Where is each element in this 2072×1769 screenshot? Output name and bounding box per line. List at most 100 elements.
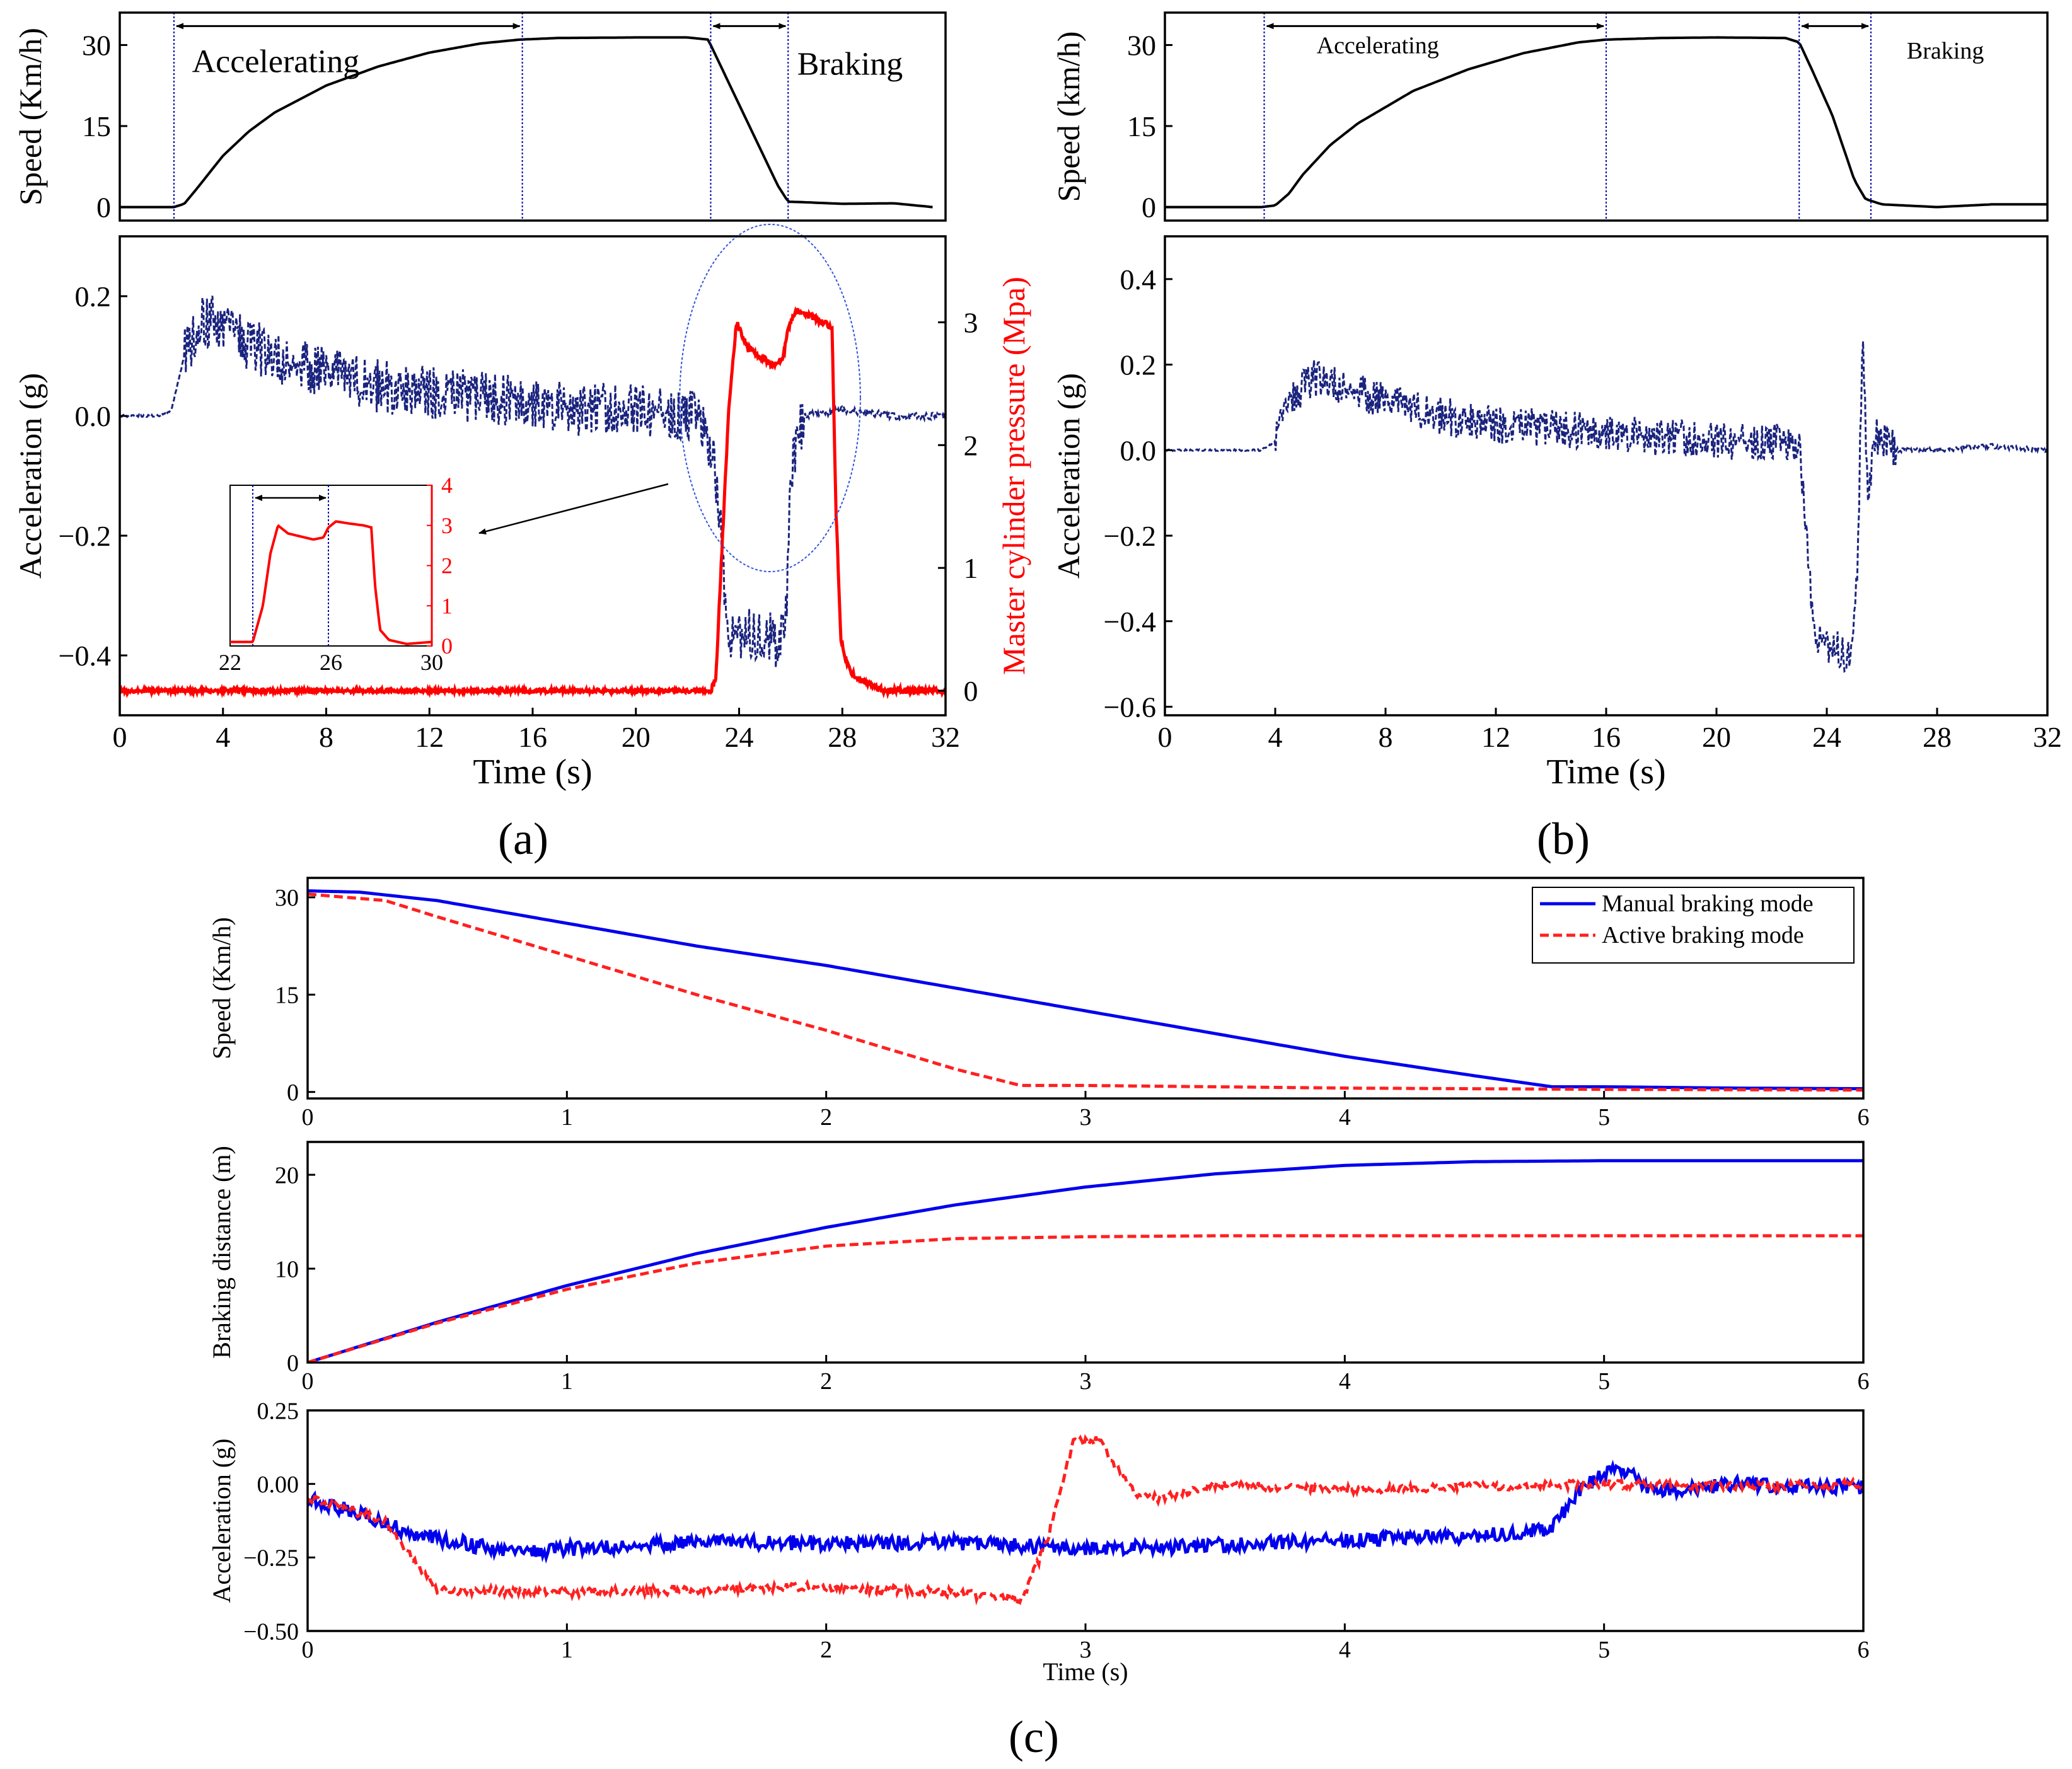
plot-area <box>308 1159 1863 1363</box>
x-tick-label: 0 <box>1158 721 1172 753</box>
y2-tick-label: 0 <box>964 675 978 707</box>
x-tick-label: 4 <box>1339 1104 1351 1131</box>
inset-x-tick-label: 30 <box>420 650 443 675</box>
y-tick-label: 0.2 <box>75 280 112 313</box>
x-tick-label: 5 <box>1598 1104 1610 1131</box>
x-tick-label: 1 <box>561 1368 573 1395</box>
axes-frame <box>119 11 947 222</box>
y2-tick-label: 2 <box>964 429 978 461</box>
x-tick-label: 28 <box>828 721 857 753</box>
inset-x-tick-label: 26 <box>320 650 342 675</box>
y-tick-label: 30 <box>1127 30 1156 62</box>
y-tick-label: −0.4 <box>1104 606 1156 638</box>
inset-y-tick-label: 4 <box>441 473 453 498</box>
x-tick-label: 6 <box>1858 1368 1870 1395</box>
y-tick-label: −0.25 <box>243 1545 299 1572</box>
y-tick-label: 20 <box>275 1162 299 1189</box>
x-tick-label: 1 <box>561 1104 573 1131</box>
x-tick-label: 1 <box>561 1637 573 1663</box>
axes-frame <box>306 1141 1865 1364</box>
panel-b_accel: 0 4 8 12 16 20 24 28 32 −0.6 −0.4 −0.2 0.0 0.2 0.4 Time… <box>1051 235 2062 792</box>
axes-frame <box>1164 11 2049 222</box>
panel-c_speed: 0 1 2 3 4 5 6 0 15 30 Speed (Km/h) Manual braking m… <box>207 877 1870 1131</box>
y-axis-label: Speed (Km/h) <box>207 917 236 1059</box>
x-tick-label: 12 <box>415 721 444 753</box>
y2-tick-label: 3 <box>964 306 978 338</box>
x-tick-label: 32 <box>2033 721 2062 753</box>
x-tick-label: 4 <box>1339 1368 1351 1395</box>
series-line-active-braking-mode <box>308 892 1863 1092</box>
plot-area <box>1165 341 2047 673</box>
x-tick-label: 4 <box>1268 721 1283 753</box>
x-tick-label: 32 <box>931 721 960 753</box>
y-tick-label: 0.2 <box>1120 349 1157 381</box>
panel-c_accel: 0 1 2 3 4 5 6 −0.50 −0.25 0.00 0.25 Time (s) Acceler… <box>207 1398 1870 1686</box>
y-tick-label: −0.2 <box>59 520 111 552</box>
x-tick-label: 20 <box>622 721 651 753</box>
x-tick-label: 5 <box>1598 1368 1610 1395</box>
y-tick-label: −0.50 <box>243 1618 299 1645</box>
pressure-series-line <box>120 306 946 700</box>
y-axis-label: Acceleration (g) <box>207 1439 236 1603</box>
x-tick-label: 3 <box>1080 1637 1092 1663</box>
legend-entry-label: Active braking mode <box>1602 922 1804 948</box>
x-tick-label: 8 <box>1379 721 1393 753</box>
highlight-ellipse <box>679 224 861 572</box>
series-line-speed <box>120 36 933 209</box>
series-line-manual-braking-mode <box>308 1159 1863 1363</box>
y-tick-label: 30 <box>82 30 111 62</box>
y-tick-label: 0.0 <box>1120 434 1157 466</box>
plot-area <box>308 889 1863 1092</box>
y-tick-label: 15 <box>82 110 111 142</box>
y-axis-label: Speed (km/h) <box>1051 32 1086 202</box>
y-tick-label: 0.0 <box>75 400 112 432</box>
x-tick-label: 8 <box>319 721 333 753</box>
legend: Manual braking mode Active braking mode <box>1532 887 1855 964</box>
x-axis-label: Time (s) <box>1043 1657 1128 1686</box>
series-line-acceleration <box>120 296 946 668</box>
inset-frame <box>229 485 432 647</box>
x-tick-label: 16 <box>518 721 547 753</box>
x-tick-label: 6 <box>1858 1104 1870 1131</box>
y-tick-label: −0.4 <box>59 640 111 672</box>
y-axis-label: Acceleration (g) <box>13 373 48 579</box>
x-axis-label: Time (s) <box>1546 752 1665 792</box>
x-tick-label: 0 <box>113 721 127 753</box>
x-tick-label: 6 <box>1858 1637 1870 1663</box>
panel-a_speed: 0 15 30 Speed (Km/h) Accelerating Braking <box>13 11 947 224</box>
y-tick-label: 10 <box>275 1256 299 1282</box>
y-tick-label: 0 <box>1142 192 1156 224</box>
series-line-acceleration <box>1165 341 2047 673</box>
y2-axis-label: Master cylinder pressure (Mpa) <box>996 277 1031 675</box>
panel-label-c: (c) <box>1009 1712 1059 1762</box>
y-axis-label: Speed (Km/h) <box>13 28 48 205</box>
y-tick-label: 0.4 <box>1120 263 1157 296</box>
x-tick-label: 16 <box>1592 721 1621 753</box>
inset-y-tick-label: 1 <box>441 593 453 618</box>
legend-frame <box>1532 887 1855 964</box>
x-tick-label: 2 <box>820 1637 832 1663</box>
plot-area <box>120 36 933 209</box>
y2-tick-label: 1 <box>964 552 978 584</box>
x-tick-label: 20 <box>1702 721 1731 753</box>
y-axis-label: Braking distance (m) <box>207 1146 236 1359</box>
x-tick-label: 0 <box>302 1637 314 1663</box>
series-line-active-braking-mode <box>308 1434 1863 1610</box>
y-tick-label: 0.25 <box>257 1398 299 1424</box>
y-tick-label: 15 <box>1127 110 1156 142</box>
y-tick-label: 15 <box>275 982 299 1009</box>
y-tick-label: 0 <box>96 192 111 224</box>
axes-frame <box>306 877 1865 1100</box>
x-tick-label: 28 <box>1923 721 1952 753</box>
x-tick-label: 24 <box>725 721 754 753</box>
x-tick-label: 2 <box>820 1368 832 1395</box>
x-axis-label: Time (s) <box>473 752 592 792</box>
phase-annotation: Braking <box>797 47 903 83</box>
series-line-manual-braking-mode <box>308 1459 1863 1564</box>
y-tick-label: 30 <box>275 885 299 911</box>
plot-area <box>120 296 946 700</box>
x-tick-label: 5 <box>1598 1637 1610 1663</box>
